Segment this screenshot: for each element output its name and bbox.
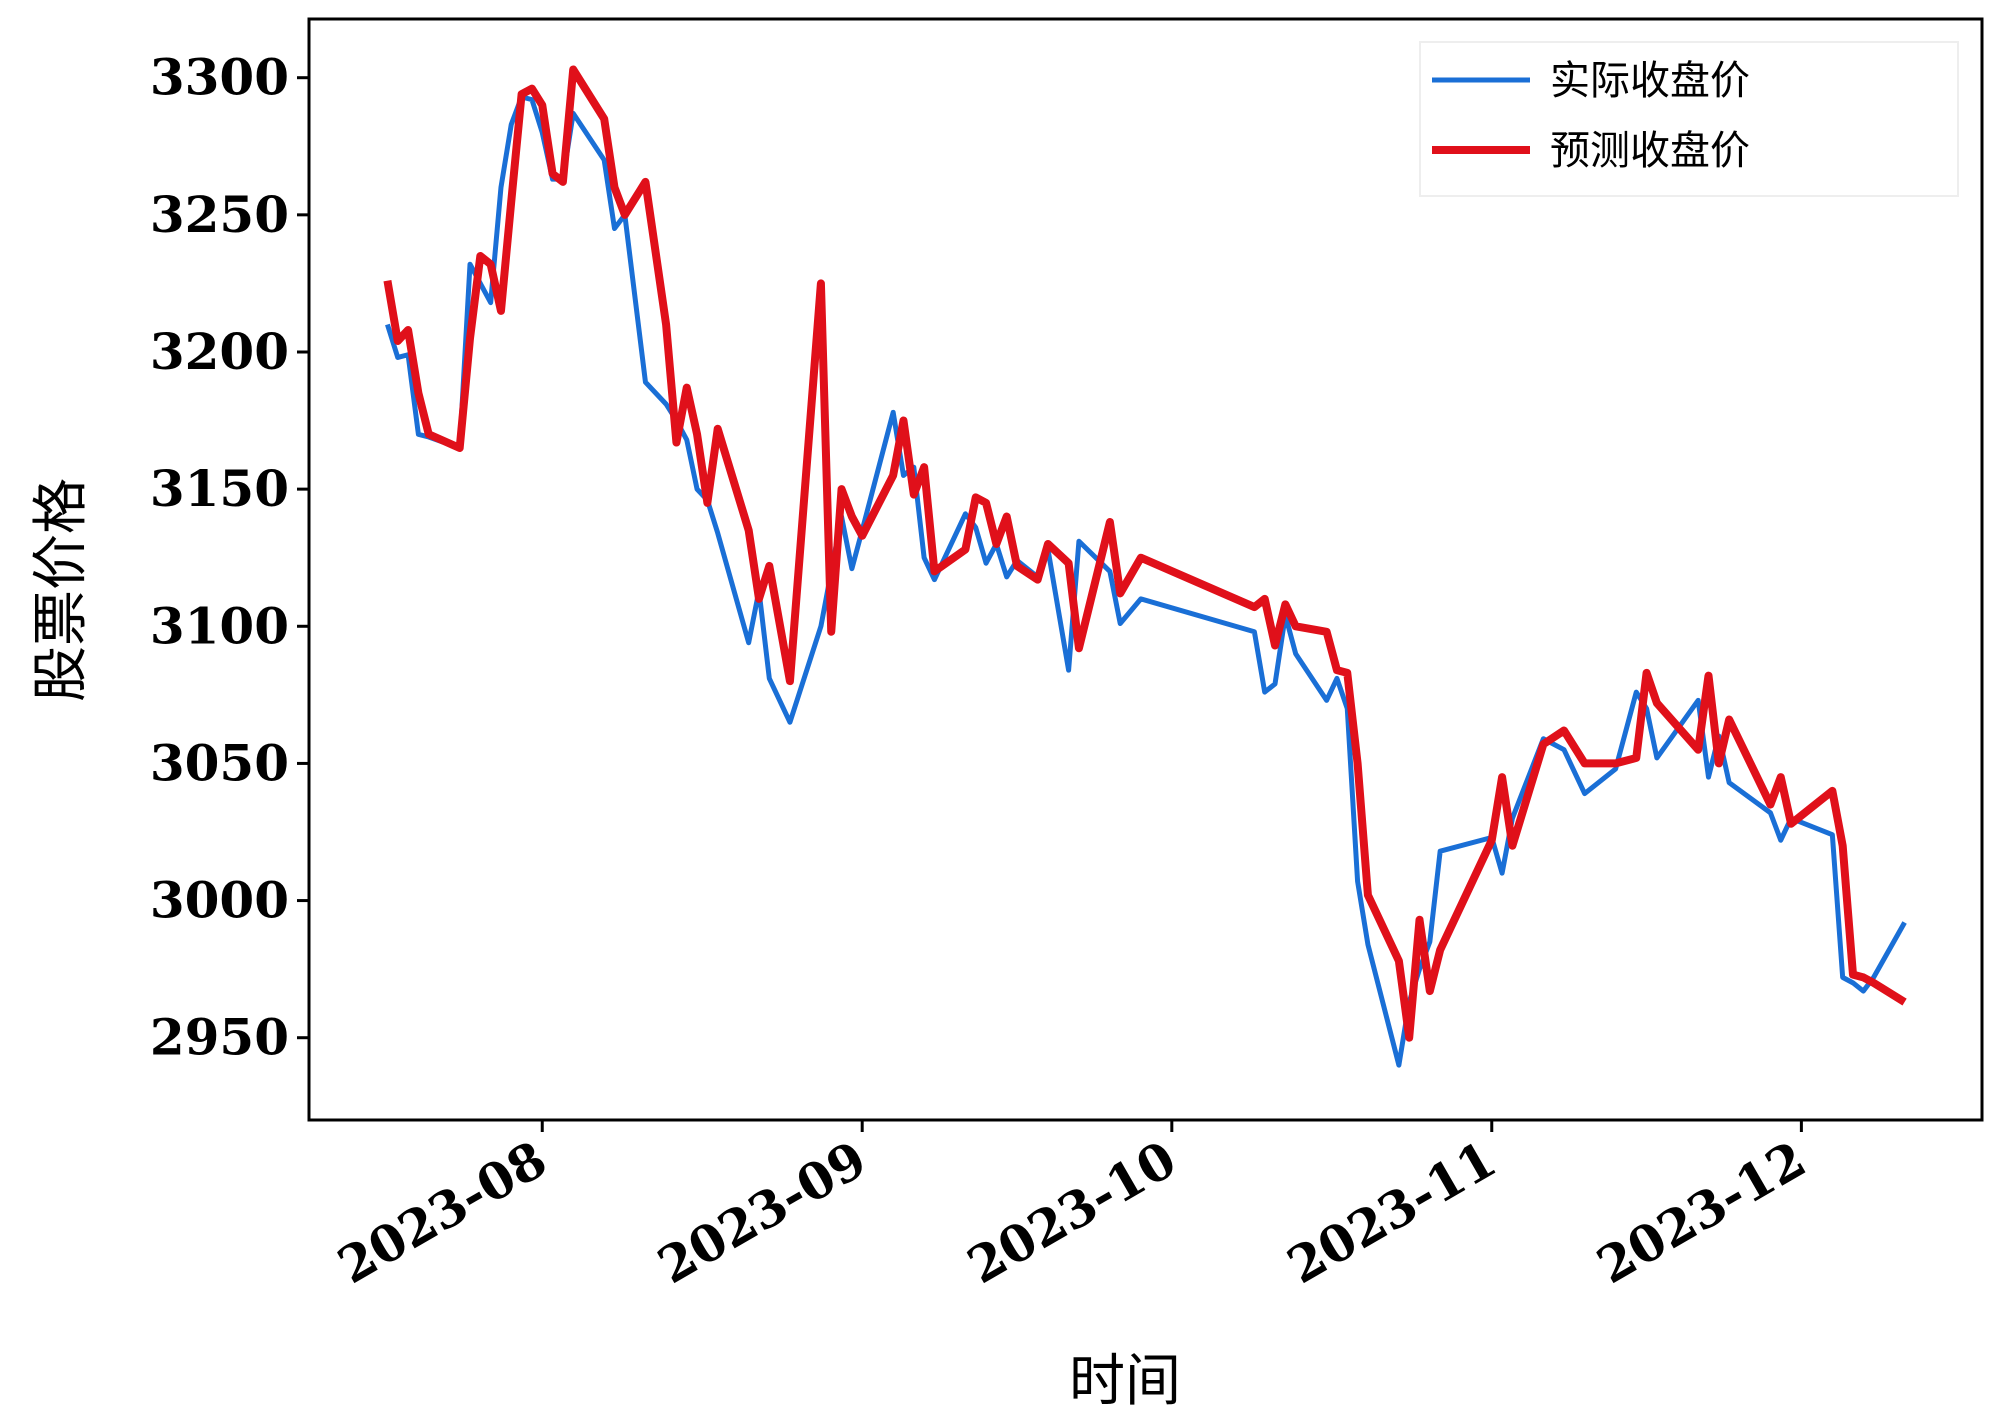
plot-frame [307,17,1984,1122]
x-tick-label: 2023-10 [958,1129,1186,1295]
y-axis-label: 股票价格 [29,478,94,702]
y-tick-label: 3150 [150,459,289,518]
series-line [385,94,1907,1068]
legend-label: 实际收盘价 [1550,58,1750,104]
x-tick-label: 2023-08 [328,1129,556,1295]
y-tick-label: 3250 [150,185,289,244]
y-tick-label: 3100 [150,596,289,655]
legend-box [1419,41,1959,197]
x-tick-label: 2023-12 [1587,1129,1815,1295]
y-tick-label: 2950 [150,1008,289,1067]
y-tick-label: 3050 [150,733,289,792]
y-tick-label: 3200 [150,322,289,381]
x-axis-label: 时间 [1069,1349,1181,1414]
legend-label: 预测收盘价 [1550,128,1750,174]
y-tick-label: 3300 [150,48,289,107]
y-tick-label: 3000 [150,871,289,930]
x-tick-label: 2023-11 [1278,1129,1506,1295]
x-tick-label: 2023-09 [648,1129,876,1295]
series-line [383,65,1907,1042]
